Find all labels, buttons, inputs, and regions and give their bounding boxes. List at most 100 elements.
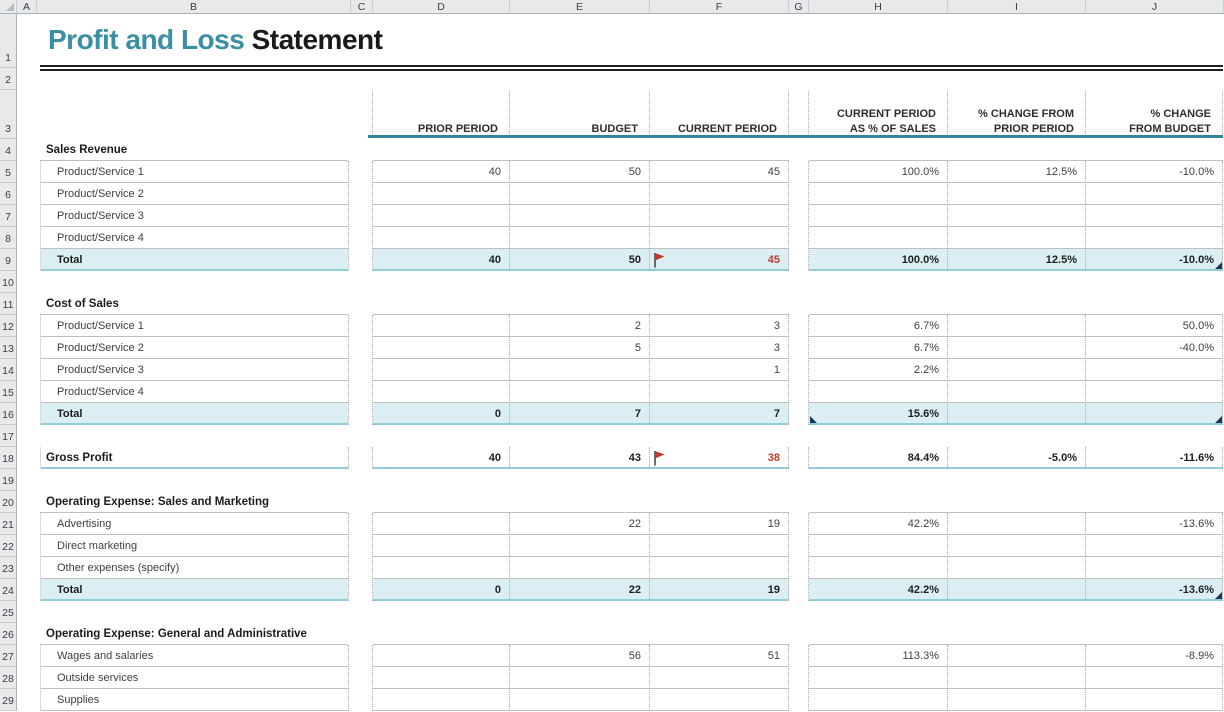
row-header-11[interactable]: 11 (0, 293, 17, 315)
cell-B27[interactable]: Wages and salaries (57, 650, 154, 662)
cell-B23[interactable]: Other expenses (specify) (57, 562, 180, 574)
row-header-7[interactable]: 7 (0, 205, 17, 227)
cell-F24[interactable]: 19 (767, 584, 780, 596)
cell-I9[interactable]: 12.5% (1045, 254, 1077, 266)
column-header-E[interactable]: E (510, 0, 650, 14)
cell-H9[interactable]: 100.0% (901, 254, 939, 266)
column-header-D[interactable]: D (373, 0, 510, 14)
cell-J27[interactable]: -8.9% (1185, 650, 1214, 662)
cell-D18[interactable]: 40 (488, 452, 501, 464)
row-header-16[interactable]: 16 (0, 403, 17, 425)
cell-F27[interactable]: 51 (767, 650, 780, 662)
cell-B20[interactable]: Operating Expense: Sales and Marketing (46, 496, 270, 508)
cell-B21[interactable]: Advertising (57, 518, 112, 530)
cell-H18[interactable]: 84.4% (907, 452, 939, 464)
column-header-C[interactable]: C (351, 0, 373, 14)
cell-H16[interactable]: 15.6% (907, 408, 939, 420)
cell-B16[interactable]: Total (57, 408, 83, 420)
cell-F14[interactable]: 1 (773, 364, 780, 376)
cell-E18[interactable]: 43 (628, 452, 641, 464)
cell-D24[interactable]: 0 (494, 584, 501, 596)
cell-J5[interactable]: -10.0% (1179, 166, 1214, 178)
row-header-28[interactable]: 28 (0, 667, 17, 689)
row-header-6[interactable]: 6 (0, 183, 17, 205)
cell-E21[interactable]: 22 (628, 518, 641, 530)
cell-H14[interactable]: 2.2% (913, 364, 939, 376)
cell-H12[interactable]: 6.7% (913, 320, 939, 332)
cell-B29[interactable]: Supplies (57, 694, 100, 706)
cell-F5[interactable]: 45 (767, 166, 780, 178)
cell-B26[interactable]: Operating Expense: General and Administr… (46, 628, 307, 640)
cell-E9[interactable]: 50 (628, 254, 641, 266)
row-header-23[interactable]: 23 (0, 557, 17, 579)
column-header-J[interactable]: J (1086, 0, 1224, 14)
cell-B24[interactable]: Total (57, 584, 83, 596)
cell-D9[interactable]: 40 (488, 254, 501, 266)
row-header-3[interactable]: 3 (0, 90, 17, 139)
cell-B18[interactable]: Gross Profit (46, 452, 113, 464)
cell-J12[interactable]: 50.0% (1182, 320, 1214, 332)
cell-H21[interactable]: 42.2% (907, 518, 939, 530)
row-header-21[interactable]: 21 (0, 513, 17, 535)
cell-E5[interactable]: 50 (628, 166, 641, 178)
cell-J24[interactable]: -13.6% (1179, 584, 1214, 596)
cell-B11[interactable]: Cost of Sales (46, 298, 119, 310)
cell-J21[interactable]: -13.6% (1179, 518, 1214, 530)
row-header-2[interactable]: 2 (0, 68, 17, 90)
row-header-18[interactable]: 18 (0, 447, 17, 469)
select-all-corner[interactable] (0, 0, 17, 14)
cell-F9[interactable]: 45 (767, 254, 780, 266)
row-header-26[interactable]: 26 (0, 623, 17, 645)
row-header-15[interactable]: 15 (0, 381, 17, 403)
row-header-19[interactable]: 19 (0, 469, 17, 491)
cell-B22[interactable]: Direct marketing (57, 540, 138, 552)
cell-B4[interactable]: Sales Revenue (46, 144, 128, 156)
cell-B15[interactable]: Product/Service 4 (57, 386, 144, 398)
cell-B6[interactable]: Product/Service 2 (57, 188, 144, 200)
cell-B13[interactable]: Product/Service 2 (57, 342, 144, 354)
cell-E12[interactable]: 2 (634, 320, 641, 332)
row-header-12[interactable]: 12 (0, 315, 17, 337)
cell-B12[interactable]: Product/Service 1 (57, 320, 144, 332)
cell-E13[interactable]: 5 (634, 342, 641, 354)
row-header-5[interactable]: 5 (0, 161, 17, 183)
cell-J13[interactable]: -40.0% (1179, 342, 1214, 354)
row-header-13[interactable]: 13 (0, 337, 17, 359)
cell-I5[interactable]: 12.5% (1045, 166, 1077, 178)
cell-B8[interactable]: Product/Service 4 (57, 232, 144, 244)
row-header-20[interactable]: 20 (0, 491, 17, 513)
cell-B9[interactable]: Total (57, 254, 83, 266)
cell-B7[interactable]: Product/Service 3 (57, 210, 144, 222)
row-header-25[interactable]: 25 (0, 601, 17, 623)
row-header-1[interactable]: 1 (0, 14, 17, 68)
cell-H27[interactable]: 113.3% (902, 650, 940, 662)
cell-B28[interactable]: Outside services (57, 672, 139, 684)
row-header-29[interactable]: 29 (0, 689, 17, 711)
row-header-22[interactable]: 22 (0, 535, 17, 557)
cell-B5[interactable]: Product/Service 1 (57, 166, 144, 178)
cell-H13[interactable]: 6.7% (913, 342, 939, 354)
cell-I18[interactable]: -5.0% (1048, 452, 1077, 464)
row-header-9[interactable]: 9 (0, 249, 17, 271)
cell-J9[interactable]: -10.0% (1179, 254, 1214, 266)
row-header-17[interactable]: 17 (0, 425, 17, 447)
column-header-H[interactable]: H (809, 0, 948, 14)
cell-J18[interactable]: -11.6% (1179, 452, 1214, 464)
column-header-F[interactable]: F (650, 0, 789, 14)
row-header-4[interactable]: 4 (0, 139, 17, 161)
column-header-A[interactable]: A (17, 0, 37, 14)
column-header-B[interactable]: B (37, 0, 351, 14)
column-header-I[interactable]: I (948, 0, 1086, 14)
cell-D16[interactable]: 0 (494, 408, 501, 420)
row-header-27[interactable]: 27 (0, 645, 17, 667)
cell-H5[interactable]: 100.0% (901, 166, 939, 178)
cell-F12[interactable]: 3 (773, 320, 780, 332)
cell-F16[interactable]: 7 (773, 408, 780, 420)
cell-F13[interactable]: 3 (773, 342, 780, 354)
cell-D5[interactable]: 40 (488, 166, 501, 178)
row-header-8[interactable]: 8 (0, 227, 17, 249)
cell-E16[interactable]: 7 (634, 408, 641, 420)
cell-F18[interactable]: 38 (767, 452, 780, 464)
cell-B14[interactable]: Product/Service 3 (57, 364, 144, 376)
cell-H24[interactable]: 42.2% (907, 584, 939, 596)
